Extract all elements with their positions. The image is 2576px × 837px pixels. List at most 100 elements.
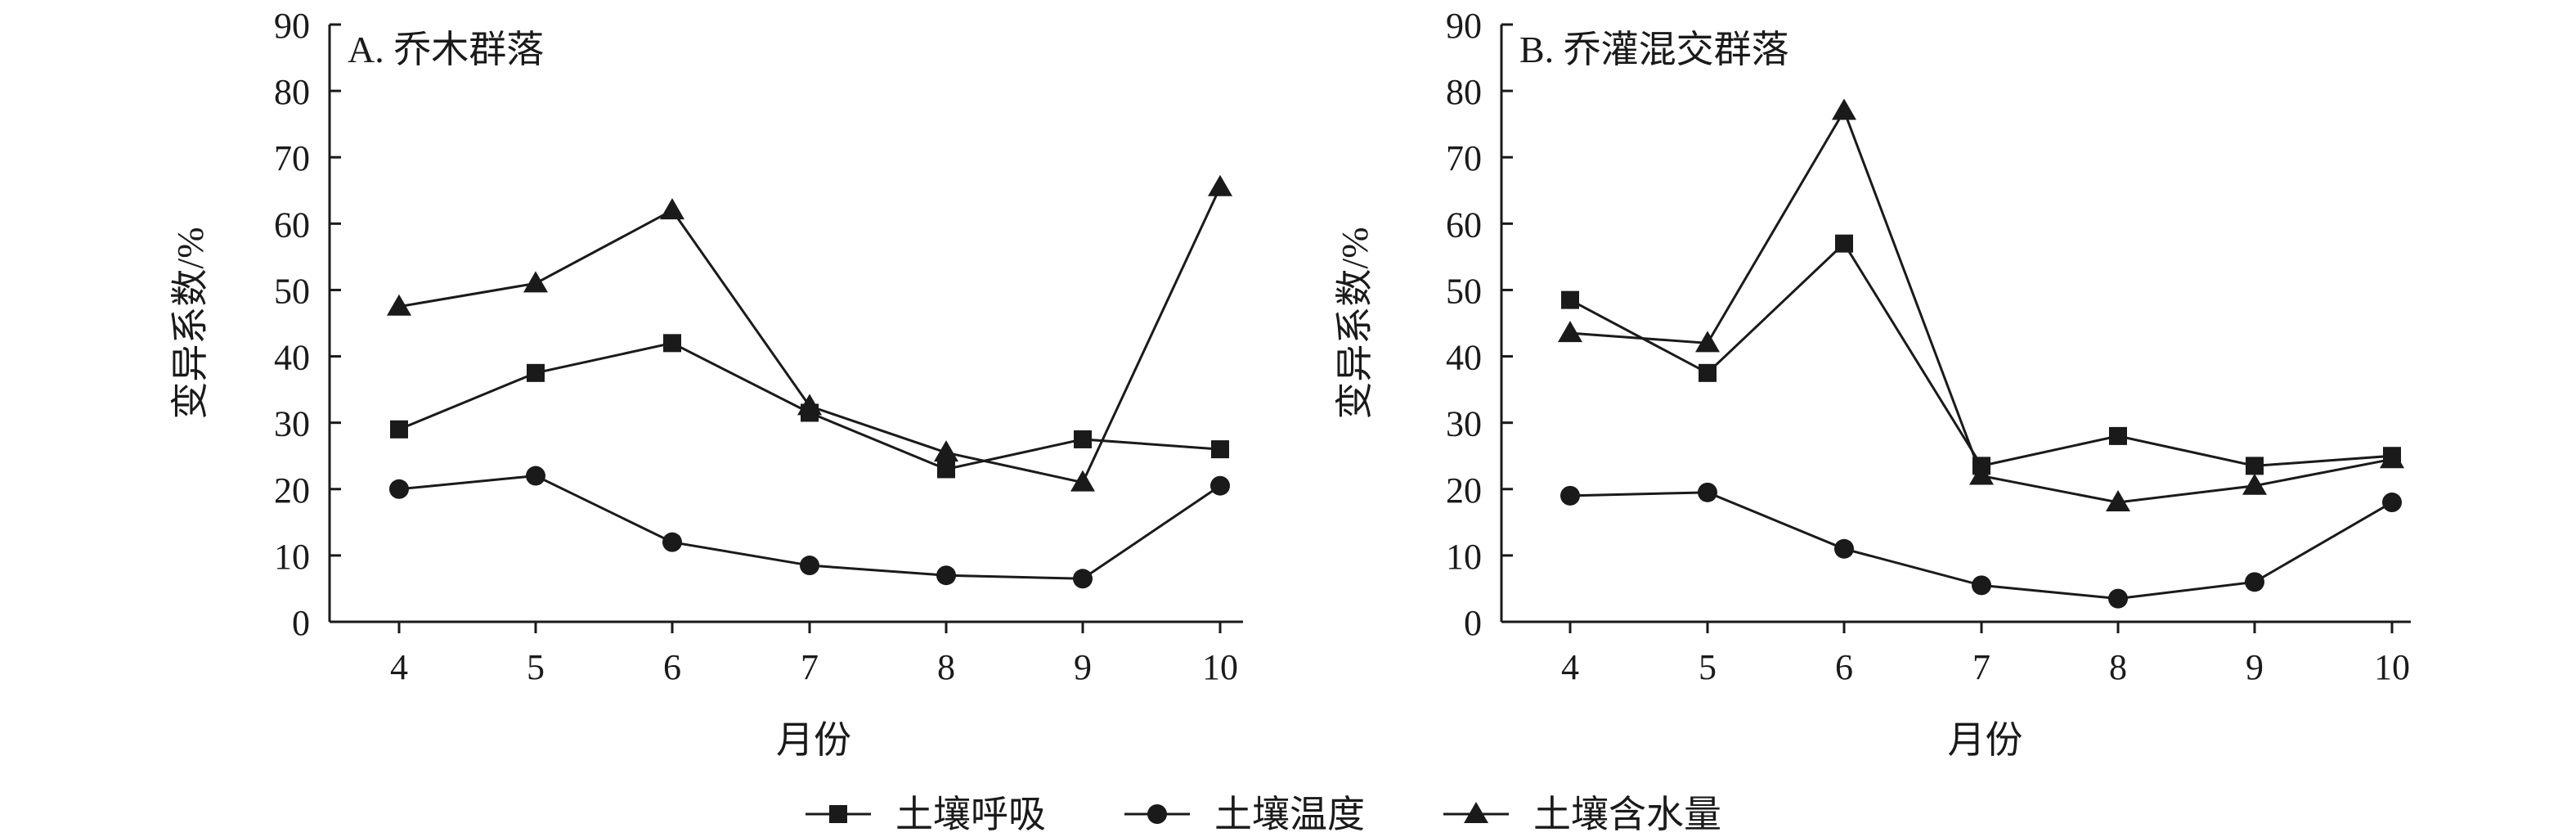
panel-a-title: A. 乔木群落 xyxy=(348,29,544,70)
legend-item: 土壤呼吸 xyxy=(806,794,1046,835)
panel-b-x-tick-label: 6 xyxy=(1835,647,1853,687)
panel-a-data-point xyxy=(387,294,411,316)
panel-a-x-tick-label: 4 xyxy=(390,647,408,687)
panel-b-x-tick-label: 7 xyxy=(1972,647,1990,687)
panel-a-data-point xyxy=(1074,430,1092,448)
panel-b-y-tick-label: 0 xyxy=(1464,603,1482,643)
panel-b-data-point xyxy=(1561,290,1579,309)
panel-a-data-point xyxy=(937,460,955,479)
panel-b-x-tick-label: 4 xyxy=(1561,647,1579,687)
panel-b-y-tick-label: 70 xyxy=(1446,138,1482,178)
panel-b-data-point xyxy=(1834,538,1854,559)
panel-b-x-axis-label: 月份 xyxy=(1948,719,2023,761)
panel-a-data-point xyxy=(1210,475,1230,496)
legend-item: 土壤温度 xyxy=(1124,794,1365,835)
panel-a-data-point xyxy=(934,440,958,462)
panel-b-series-circle xyxy=(1560,482,2402,609)
panel-b-y-tick-label: 80 xyxy=(1446,72,1482,112)
legend-label: 土壤温度 xyxy=(1214,794,1365,835)
panel-b-data-point xyxy=(1972,575,1991,596)
panel-b-y-tick-label: 90 xyxy=(1446,6,1482,46)
panel-b-y-axis-label: 变异系数/% xyxy=(1334,227,1376,419)
panel-b-y-tick-label: 30 xyxy=(1446,404,1482,444)
panel-a-data-point xyxy=(660,198,684,220)
panel-a-data-point xyxy=(1070,470,1095,492)
legend-item: 土壤含水量 xyxy=(1443,794,1721,835)
panel-a-y-axis-label: 变异系数/% xyxy=(169,227,211,419)
panel-b-y-tick-label: 10 xyxy=(1446,537,1482,577)
panel-b-data-point xyxy=(2242,473,2267,495)
panel-b-data-point xyxy=(1699,363,1717,382)
panel-a-data-point xyxy=(800,556,819,576)
panel-a-y-tick-label: 20 xyxy=(274,470,310,511)
panel-b-data-point xyxy=(1698,482,1717,502)
panel-a-series-line xyxy=(398,187,1222,484)
panel-b-y-tick-label: 60 xyxy=(1446,205,1482,245)
panel-a-y-tick-label: 0 xyxy=(292,603,310,643)
panel-b-data-point xyxy=(2109,426,2127,445)
legend-marker-triangle xyxy=(1464,802,1488,823)
panel-b-x-tick-label: 8 xyxy=(2109,647,2127,687)
panel-a-data-point xyxy=(936,565,956,586)
panel-a-x-tick-label: 9 xyxy=(1074,647,1092,687)
panel-a-y-tick-label: 10 xyxy=(274,537,310,577)
panel-a-x-tick-label: 8 xyxy=(937,647,955,687)
panel-a-y-tick-label: 60 xyxy=(274,205,310,245)
panel-b-x-tick-label: 5 xyxy=(1699,647,1717,687)
panel-b-x-tick-label: 10 xyxy=(2374,647,2410,687)
panel-b-title: B. 乔灌混交群落 xyxy=(1519,29,1789,70)
panel-b-series-line xyxy=(1569,107,2393,504)
panel-a-data-point xyxy=(663,334,681,353)
panel-a-y-tick-label: 50 xyxy=(274,271,310,311)
panel-b-data-point xyxy=(1558,321,1582,343)
panel-b-data-point xyxy=(2245,572,2264,592)
panel-a-y-tick-label: 30 xyxy=(274,404,310,444)
panel-a-data-point xyxy=(523,271,548,293)
panel-a-x-axis-label: 月份 xyxy=(776,719,851,761)
panel-b-data-point xyxy=(2246,457,2264,475)
panel-a-data-point xyxy=(1211,440,1229,459)
panel-b-data-point xyxy=(2106,490,2130,511)
panel-a-data-point xyxy=(1073,569,1093,589)
legend-label: 土壤呼吸 xyxy=(895,794,1046,835)
panel-a-x-tick-label: 6 xyxy=(663,647,681,687)
panel-a-series-circle xyxy=(389,466,1230,589)
panel-b-data-point xyxy=(1969,463,1994,485)
panel-a-x-tick-label: 7 xyxy=(801,647,819,687)
panel-a-y-tick-label: 40 xyxy=(274,338,310,378)
panel-b-data-point xyxy=(1560,485,1580,506)
panel-b-y-tick-label: 20 xyxy=(1446,470,1482,511)
panel-a-data-point xyxy=(526,466,545,486)
panel-b-data-point xyxy=(2382,493,2402,512)
panel-b-data-point xyxy=(1695,331,1720,353)
panel-a-data-point xyxy=(1208,174,1232,196)
panel-a-y-tick-label: 90 xyxy=(274,6,310,46)
panel-a-data-point xyxy=(390,420,408,439)
panel-a-data-point xyxy=(797,394,822,416)
panel-a: 0 10 20 30 40 50 60 70 80 90 4 5 6 7 8 9 10 月份 变异系数/% A. 乔木… xyxy=(169,6,1243,761)
panel-b-y-tick-label: 50 xyxy=(1446,271,1482,311)
panel-b-series-line xyxy=(1569,241,2393,468)
panel-a-x-tick-label: 10 xyxy=(1202,647,1238,687)
panel-a-series-triangle xyxy=(387,174,1232,492)
panel-b-series-square xyxy=(1561,234,2401,475)
panel-b: 0 10 20 30 40 50 60 70 80 90 4 5 6 7 8 9 10 月份 变异系数/% B. 乔灌… xyxy=(1334,6,2411,761)
panel-b-series-triangle xyxy=(1558,98,2404,511)
panel-a-data-point xyxy=(527,363,545,382)
panel-b-x-tick-label: 9 xyxy=(2246,647,2264,687)
panel-b-data-point xyxy=(1835,234,1853,253)
panel-b-data-point xyxy=(2108,588,2128,609)
panel-a-data-point xyxy=(389,479,409,499)
legend-marker-square xyxy=(829,805,847,823)
legend-marker-circle xyxy=(1147,804,1167,824)
panel-a-data-point xyxy=(662,532,682,552)
panel-b-data-point xyxy=(2380,447,2404,469)
panel-b-y-tick-label: 40 xyxy=(1446,338,1482,378)
panel-a-x-tick-label: 5 xyxy=(527,647,545,687)
panel-a-y-tick-label: 70 xyxy=(274,138,310,178)
panel-a-y-tick-label: 80 xyxy=(274,72,310,112)
legend-label: 土壤含水量 xyxy=(1533,794,1721,835)
panel-b-data-point xyxy=(1832,98,1856,120)
